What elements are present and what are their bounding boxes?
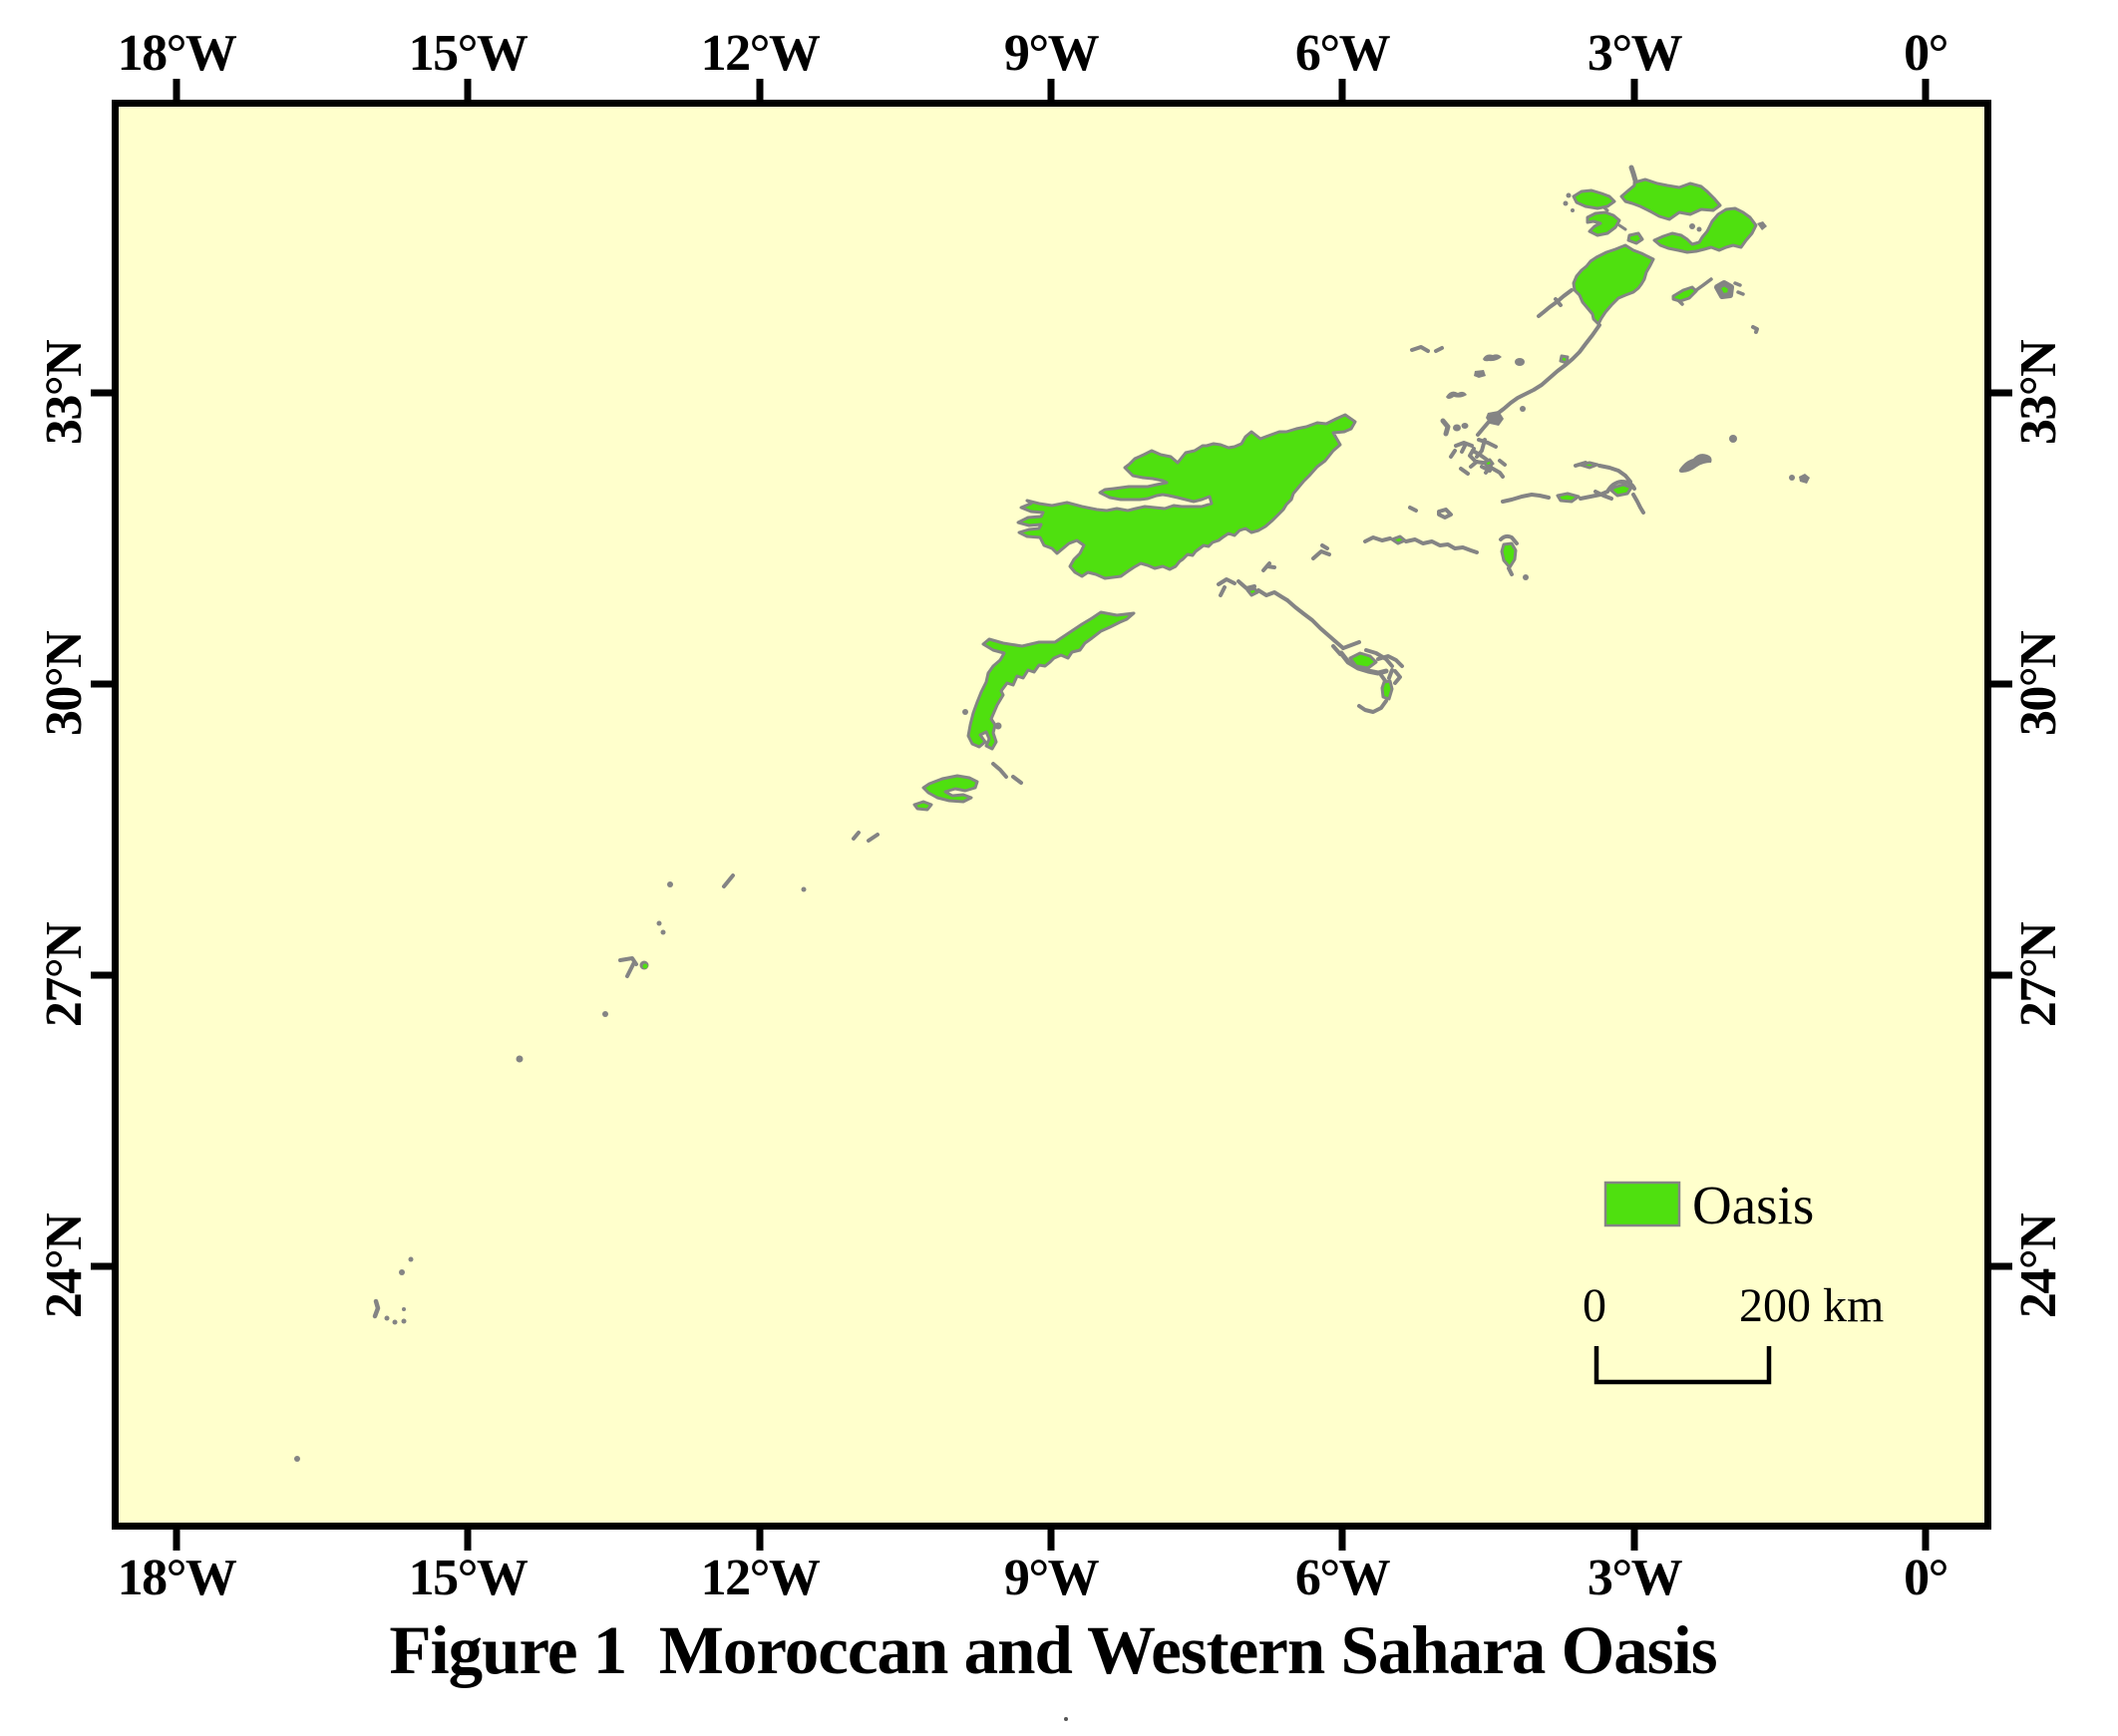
svg-text:12°W: 12°W	[701, 25, 821, 82]
svg-text:33°N: 33°N	[2010, 340, 2067, 445]
svg-text:33°N: 33°N	[36, 340, 93, 445]
svg-text:24°N: 24°N	[36, 1214, 93, 1318]
svg-text:27°N: 27°N	[2010, 922, 2067, 1027]
svg-text:27°N: 27°N	[36, 922, 93, 1027]
svg-text:9°W: 9°W	[1004, 25, 1100, 82]
svg-text:200 km: 200 km	[1739, 1279, 1884, 1332]
svg-text:24°N: 24°N	[2010, 1214, 2067, 1318]
svg-text:30°N: 30°N	[36, 631, 93, 736]
svg-text:0: 0	[1583, 1279, 1606, 1332]
svg-text:3°W: 3°W	[1588, 1550, 1683, 1606]
svg-text:18°W: 18°W	[118, 1550, 237, 1606]
svg-text:30°N: 30°N	[2010, 631, 2067, 736]
svg-text:12°W: 12°W	[701, 1550, 821, 1606]
svg-text:15°W: 15°W	[409, 1550, 529, 1606]
svg-text:18°W: 18°W	[118, 25, 237, 82]
svg-text:15°W: 15°W	[409, 25, 529, 82]
svg-text:Oasis: Oasis	[1692, 1175, 1814, 1235]
svg-text:6°W: 6°W	[1295, 25, 1391, 82]
svg-text:0°: 0°	[1904, 1550, 1947, 1606]
svg-text:6°W: 6°W	[1295, 1550, 1391, 1606]
svg-text:9°W: 9°W	[1004, 1550, 1100, 1606]
svg-text:0°: 0°	[1904, 25, 1947, 82]
svg-text:3°W: 3°W	[1588, 25, 1683, 82]
svg-text:Figure 1 Moroccan and Western: Figure 1 Moroccan and Western Sahara Oas…	[389, 1612, 1716, 1688]
